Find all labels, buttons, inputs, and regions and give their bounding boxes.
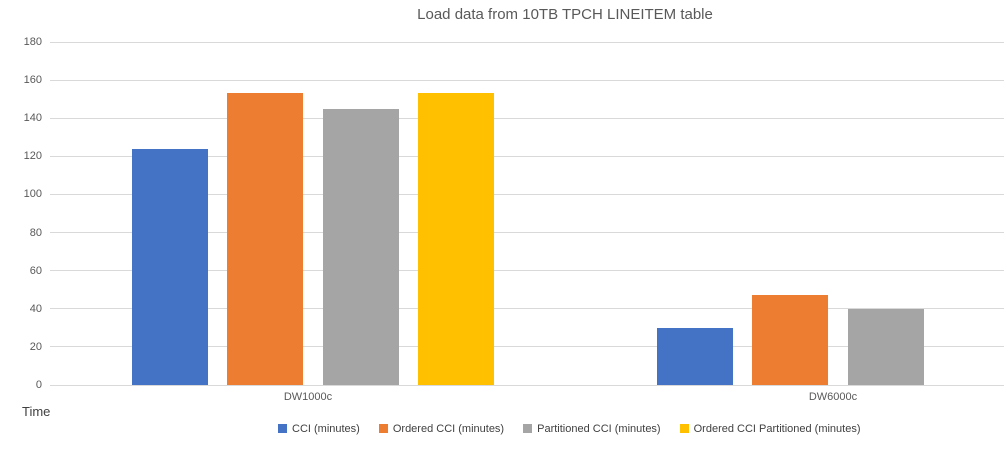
gridline: [50, 308, 1004, 310]
bar-dw1000c-series1: [132, 148, 208, 385]
legend-marker-icon: [378, 424, 388, 433]
legend-label: Partitioned CCI (minutes): [537, 422, 661, 435]
gridline: [50, 155, 1004, 157]
legend-marker-icon: [278, 424, 287, 433]
gridline: [50, 79, 1004, 81]
y-tick-label: 100: [23, 188, 42, 201]
legend-marker-icon: [523, 424, 533, 433]
bar-dw1000c-series4: [417, 93, 494, 385]
legend-item-2: Ordered CCI (minutes): [378, 422, 505, 435]
legend-label: Ordered CCI (minutes): [392, 422, 505, 435]
legend-label: Ordered CCI Partitioned (minutes): [693, 422, 861, 435]
y-tick-label: 60: [29, 264, 42, 277]
y-tick-label: 120: [23, 150, 42, 163]
y-tick-label: 160: [23, 74, 42, 87]
legend-item-1: CCI (minutes): [278, 423, 360, 435]
legend-item-3: Partitioned CCI (minutes): [523, 423, 661, 435]
y-tick-label: 0: [35, 379, 42, 391]
y-tick-label: 40: [29, 302, 42, 315]
y-axis-title: Time: [22, 404, 51, 419]
legend-label: CCI (minutes): [292, 422, 360, 435]
gridline: [50, 193, 1004, 195]
gridline: [50, 41, 1004, 43]
bar-dw6000c-series3: [847, 308, 924, 385]
x-category-label-dw6000c: DW6000c: [808, 391, 858, 403]
bar-dw1000c-series2: [227, 93, 304, 385]
x-axis-line: [50, 384, 1004, 386]
chart-title: Load data from 10TB TPCH LINEITEM table: [417, 6, 713, 23]
bar-dw1000c-series3: [322, 108, 399, 385]
y-tick-label: 20: [29, 340, 42, 353]
y-tick-label: 180: [23, 36, 42, 48]
legend: CCI (minutes) Ordered CCI (minutes) Partit…: [278, 422, 861, 435]
y-tick-label: 140: [23, 112, 42, 125]
legend-marker-icon: [679, 424, 689, 433]
legend-item-4: Ordered CCI Partitioned (minutes): [679, 422, 861, 435]
x-category-label-dw1000c: DW1000c: [283, 391, 333, 403]
gridline: [50, 232, 1004, 234]
gridline: [50, 117, 1004, 119]
gridline: [50, 346, 1004, 348]
gridline: [50, 270, 1004, 272]
bar-dw6000c-series1: [657, 327, 733, 385]
y-tick-label: 80: [29, 226, 42, 239]
bar-dw6000c-series2: [752, 295, 829, 385]
